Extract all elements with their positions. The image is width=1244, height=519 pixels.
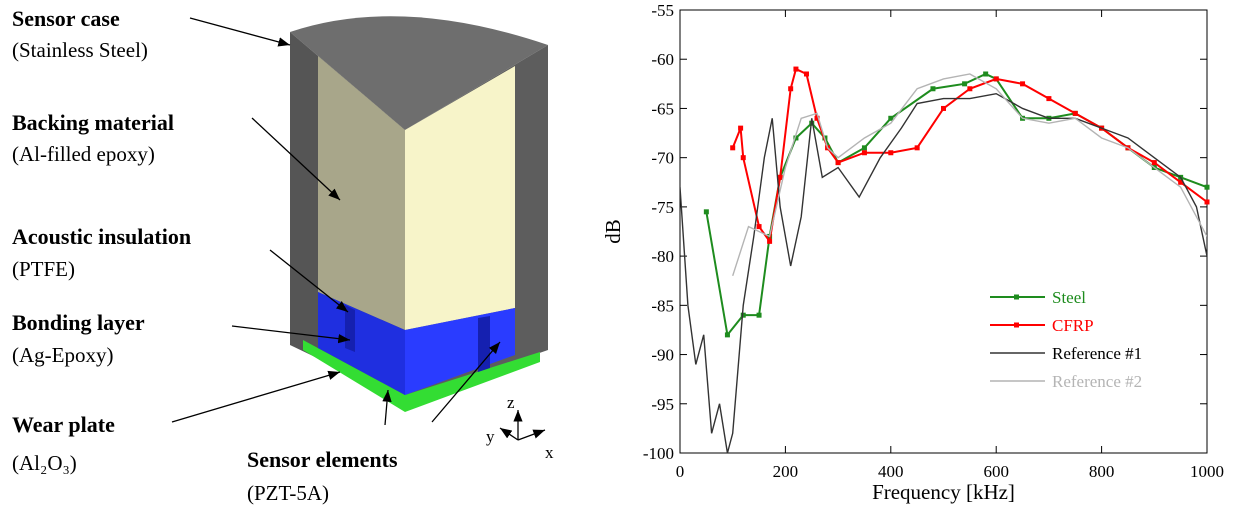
label-title: Bonding layer [12,310,145,335]
y-tick-label: -100 [643,444,674,463]
marker [930,86,936,92]
label-title: Acoustic insulation [12,224,191,249]
legend-label: Reference #1 [1052,344,1142,363]
x-tick-label: 800 [1089,462,1115,481]
y-tick-label: -55 [651,1,674,20]
y-tick-label: -75 [651,198,674,217]
marker [888,115,894,121]
marker [861,145,867,151]
marker [1020,81,1026,87]
legend-label: CFRP [1052,316,1094,335]
label-material: (PTFE) [12,257,75,281]
x-axis-title: Frequency [kHz] [872,480,1015,504]
axis-name: x [545,443,554,462]
legend-label: Steel [1052,288,1086,307]
marker [793,135,799,141]
marker [1072,110,1078,116]
marker [1178,179,1184,185]
marker [756,312,762,318]
marker [993,76,999,82]
x-tick-label: 400 [878,462,904,481]
y-tick-label: -60 [651,50,674,69]
plot-frame [679,9,1208,454]
insulation-left [318,292,405,395]
chart: -100 -95 -90 -85 -80 -75 -70 -65 -60 -55 0 200 400 60… [601,1,1224,504]
y-tick-label: -90 [651,346,674,365]
y-tick-label: -70 [651,149,674,168]
series-line [732,73,1207,277]
y-axis-title: dB [601,219,625,244]
legend-marker [1014,322,1019,328]
marker [967,86,973,92]
axis-name: y [486,427,495,446]
backing-right [405,66,515,330]
y-tick-label: -65 [651,99,674,118]
x-tick-label: 200 [773,462,799,481]
label-material: (Al-filled epoxy) [12,142,155,166]
axis-arrow [517,429,546,441]
backing-left [318,56,405,330]
label-title: Wear plate [12,412,115,437]
marker [1046,96,1052,102]
y-tick-label: -95 [651,395,674,414]
arrow [231,325,351,344]
element [345,305,355,352]
x-tick-label: 600 [983,462,1009,481]
marker [724,332,730,338]
marker [730,145,736,151]
case-top [290,16,548,130]
arrow [189,17,291,47]
marker [756,224,762,230]
x-tick-label: 1000 [1190,462,1224,481]
marker [793,66,799,72]
arrow [251,117,341,201]
y-tick-label: -85 [651,296,674,315]
marker [738,125,744,131]
arrow [171,370,341,423]
marker [835,160,841,166]
callouts [171,17,546,441]
y-tick-label: -80 [651,247,674,266]
marker [962,81,968,87]
label-title: Sensor case [12,6,120,31]
marker [888,150,894,156]
marker [861,150,867,156]
arrow [431,341,501,423]
marker [814,115,820,121]
legend-label: Reference #2 [1052,372,1142,391]
series-line [705,72,1207,338]
label-material: (Stainless Steel) [12,38,148,62]
x-tick-label: 0 [676,462,685,481]
sensor-drawing [290,16,548,412]
marker [1204,184,1210,190]
legend-marker [1014,294,1019,300]
series-line [731,67,1207,244]
marker [703,209,709,215]
marker [941,105,946,111]
label-material: (PZT-5A) [247,481,329,505]
marker [803,71,809,77]
series-line [680,92,1207,453]
label-title: Backing material [12,110,174,135]
arrow [269,249,349,313]
marker [914,145,920,151]
label-material: (Al₂O₃) [12,451,77,475]
axis-arrow [499,427,519,441]
marker [777,174,783,180]
wear-plate [303,340,540,412]
marker [1151,160,1157,166]
label-material: (Ag-Epoxy) [12,343,113,367]
marker [788,86,794,92]
marker [983,71,989,77]
axis-name: z [507,393,515,412]
arrow [382,389,392,426]
marker [740,155,746,161]
element [478,316,490,372]
marker [767,238,773,244]
marker [1204,199,1210,205]
marker [740,312,746,318]
label-title: Sensor elements [247,447,398,472]
